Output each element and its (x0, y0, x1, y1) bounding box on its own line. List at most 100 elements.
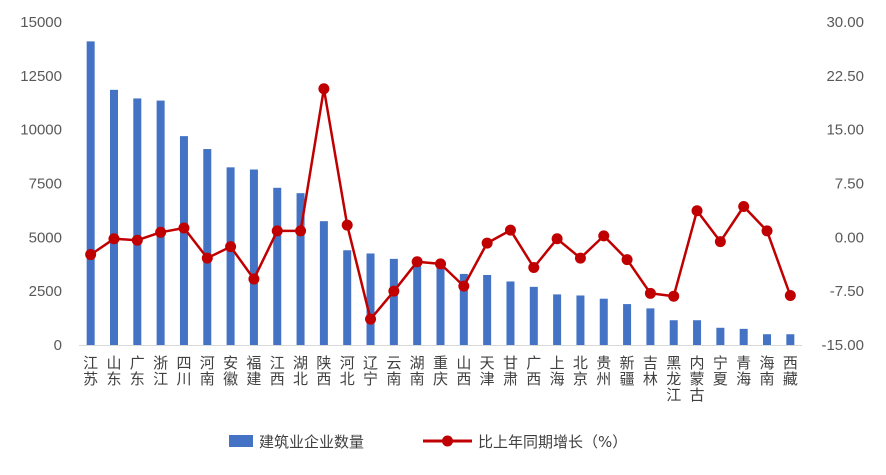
bar (156, 100, 165, 345)
category-label: 福建 (246, 354, 261, 388)
category-label: 湖南 (410, 354, 425, 388)
growth-point (458, 280, 470, 292)
category-label: 吉林 (643, 354, 658, 388)
category-label: 海南 (760, 354, 775, 388)
bar (553, 294, 562, 345)
bar (109, 89, 118, 345)
right-axis-tick-label: 0.00 (835, 229, 864, 246)
growth-point (574, 252, 586, 264)
bar (693, 320, 702, 345)
growth-point (714, 236, 726, 248)
category-label: 广西 (526, 354, 541, 388)
growth-point (178, 222, 190, 234)
growth-point (621, 254, 633, 266)
category-label: 上海 (550, 354, 565, 388)
bar (86, 41, 95, 345)
legend-swatch-marker (442, 435, 453, 447)
right-axis-tick-label: -7.50 (830, 283, 864, 300)
category-label: 重庆 (433, 354, 448, 388)
category-label: 河北 (340, 354, 355, 388)
left-y-axis: 0 2500 5000 7500 10000 12500 15000 (20, 14, 802, 354)
growth-point (784, 289, 796, 301)
growth-point (691, 205, 703, 217)
category-label: 天津 (480, 354, 495, 388)
left-axis-tick-label: 0 (54, 337, 62, 354)
category-label: 云南 (386, 354, 401, 388)
category-label: 广东 (130, 354, 145, 388)
left-axis-tick-label: 12500 (20, 68, 62, 85)
bar (296, 193, 305, 345)
right-axis-tick-label: -15.00 (821, 337, 864, 354)
growth-point (341, 219, 353, 231)
category-label: 山西 (456, 354, 471, 388)
left-axis-tick-label: 15000 (20, 14, 62, 31)
bar (249, 169, 258, 345)
right-axis-tick-label: 15.00 (826, 122, 864, 139)
x-axis-category-labels: 江苏山东广东浙江四川河南安徽福建江西湖北陕西河北辽宁云南湖南重庆山西天津甘肃广西… (83, 354, 798, 404)
category-label: 安徽 (223, 354, 238, 388)
category-label: 贵州 (596, 354, 611, 388)
legend: 建筑业企业数量 比上年同期增长（%） (229, 433, 627, 451)
right-axis-tick-label: 7.50 (835, 176, 864, 193)
bar (413, 264, 422, 345)
bar (716, 327, 725, 345)
bar (786, 334, 795, 345)
growth-point (271, 225, 283, 237)
bar (203, 149, 212, 345)
bar (319, 221, 328, 345)
bar (389, 258, 398, 345)
category-label: 江西 (270, 354, 285, 388)
bar (483, 275, 492, 345)
right-axis-tick-label: 30.00 (826, 14, 864, 31)
left-axis-tick-label: 2500 (29, 283, 62, 300)
growth-point (644, 287, 656, 299)
bar (366, 253, 375, 345)
category-label: 北京 (573, 354, 588, 388)
category-label: 河南 (200, 354, 215, 388)
growth-point (761, 225, 773, 237)
legend-label-bar: 建筑业企业数量 (259, 433, 364, 451)
category-label: 黑龙江 (666, 354, 681, 404)
category-label: 陕西 (316, 354, 331, 388)
growth-point (598, 230, 610, 242)
bar (436, 267, 445, 345)
growth-point (365, 313, 377, 325)
left-axis-tick-label: 5000 (29, 229, 62, 246)
category-label: 湖北 (293, 354, 308, 388)
growth-point (435, 258, 446, 270)
bar (226, 167, 235, 345)
growth-point (551, 233, 563, 245)
bar (179, 136, 188, 345)
legend-swatch-bar (229, 435, 253, 447)
left-axis-tick-label: 10000 (20, 122, 62, 139)
category-label: 辽宁 (363, 354, 378, 388)
growth-point (295, 225, 307, 237)
left-axis-tick-label: 7500 (29, 176, 62, 193)
bar (506, 281, 515, 345)
growth-point (155, 226, 167, 238)
bar-series (86, 41, 795, 346)
growth-point (504, 224, 516, 236)
category-label: 山东 (106, 354, 121, 388)
bar (529, 286, 538, 345)
legend-label-line: 比上年同期增长（%） (478, 433, 627, 451)
growth-point (248, 273, 260, 285)
bar (669, 320, 678, 345)
growth-point (201, 252, 213, 264)
right-y-axis: -15.00 -7.50 0.00 7.50 15.00 22.50 30.00 (821, 14, 864, 354)
right-axis-tick-label: 22.50 (826, 68, 864, 85)
category-label: 内蒙古 (690, 354, 705, 404)
growth-point (318, 83, 330, 95)
growth-point (108, 233, 120, 245)
growth-point (85, 249, 97, 261)
bar (343, 250, 352, 345)
growth-point (738, 200, 750, 212)
growth-point (388, 285, 400, 297)
bar (599, 298, 608, 345)
bar (623, 304, 632, 345)
category-label: 江苏 (83, 354, 98, 388)
bar (763, 334, 772, 345)
category-label: 青海 (736, 354, 751, 388)
category-label: 新疆 (620, 354, 635, 388)
bar (273, 187, 282, 345)
